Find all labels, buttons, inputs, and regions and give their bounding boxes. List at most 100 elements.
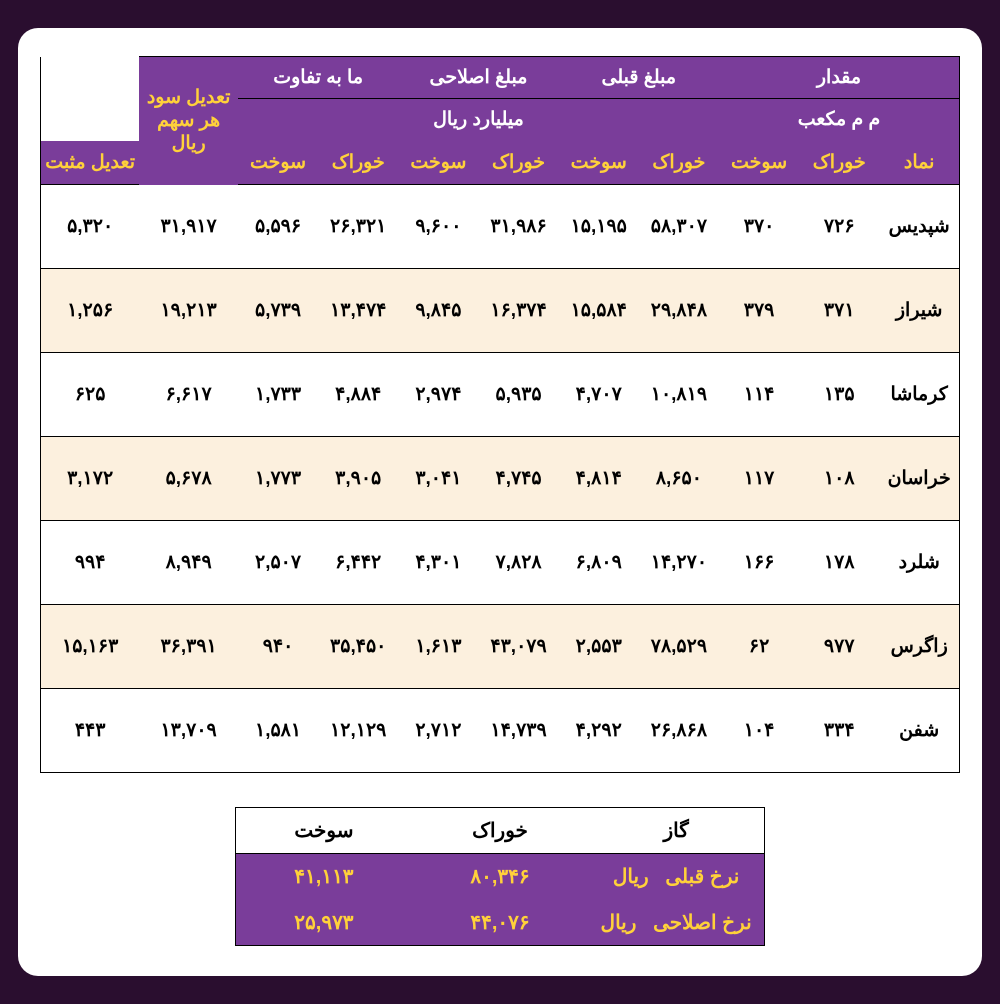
rate-fuel: ۴۱,۱۱۳ (236, 854, 412, 900)
cell: ۱۱۷ (719, 437, 799, 521)
rate-label: نرخ قبلی ریال (588, 854, 764, 900)
table-row: شپدیس۷۲۶۳۷۰۵۸,۳۰۷۱۵,۱۹۵۳۱,۹۸۶۹,۶۰۰۲۶,۳۲۱… (41, 185, 960, 269)
cell: ۱۴,۲۷۰ (639, 521, 719, 605)
col-pfuel: سوخت (559, 141, 639, 185)
cell: ۷,۸۲۸ (478, 521, 558, 605)
unit-riyal: میلیارد ریال (238, 99, 719, 141)
cell: ۳۶,۳۹۱ (139, 605, 238, 689)
cell: ۱۶۶ (719, 521, 799, 605)
cell: ۱۳,۴۷۴ (318, 269, 398, 353)
cell: ۴,۷۰۷ (559, 353, 639, 437)
cell: ۸,۹۴۹ (139, 521, 238, 605)
cell: ۱۶,۳۷۴ (478, 269, 558, 353)
cell: ۹۹۴ (41, 521, 140, 605)
cell: ۱۰۴ (719, 689, 799, 773)
cell: زاگرس (879, 605, 959, 689)
cell: ۵,۳۲۰ (41, 185, 140, 269)
table-row: کرماشا۱۳۵۱۱۴۱۰,۸۱۹۴,۷۰۷۵,۹۳۵۲,۹۷۴۴,۸۸۴۱,… (41, 353, 960, 437)
cell: ۱۳۵ (799, 353, 879, 437)
cell: ۳,۹۰۵ (318, 437, 398, 521)
grp-prev: مبلغ قبلی (559, 57, 719, 99)
rates-tbody: نرخ قبلی ریال۸۰,۳۴۶۴۱,۱۱۳نرخ اصلاحی ریال… (236, 854, 765, 946)
cell: خراسان (879, 437, 959, 521)
cell: ۶۲۵ (41, 353, 140, 437)
cell: ۳۵,۴۵۰ (318, 605, 398, 689)
cell: ۴۴۳ (41, 689, 140, 773)
cell: ۱۵,۱۹۵ (559, 185, 639, 269)
cell: کرماشا (879, 353, 959, 437)
cell: ۳۳۴ (799, 689, 879, 773)
col-symbol: نماد (879, 141, 959, 185)
cell: ۱۰۸ (799, 437, 879, 521)
cell: ۸,۶۵۰ (639, 437, 719, 521)
unit-qty: م م مکعب (719, 99, 960, 141)
cell: ۱۰,۸۱۹ (639, 353, 719, 437)
col-cfeed: خوراک (478, 141, 558, 185)
rates-col-feed: خوراک (412, 808, 588, 854)
rate-fuel: ۲۵,۹۷۳ (236, 900, 412, 946)
cell: ۱۱۴ (719, 353, 799, 437)
cell: ۵۸,۳۰۷ (639, 185, 719, 269)
table-row: شیراز۳۷۱۳۷۹۲۹,۸۴۸۱۵,۵۸۴۱۶,۳۷۴۹,۸۴۵۱۳,۴۷۴… (41, 269, 960, 353)
table-row: خراسان۱۰۸۱۱۷۸,۶۵۰۴,۸۱۴۴,۷۴۵۳,۰۴۱۳,۹۰۵۱,۷… (41, 437, 960, 521)
grp-diff: ما به تفاوت (238, 57, 398, 99)
cell: ۲,۹۷۴ (398, 353, 478, 437)
cell: ۱,۲۵۶ (41, 269, 140, 353)
rate-label: نرخ اصلاحی ریال (588, 900, 764, 946)
cell: ۳۷۹ (719, 269, 799, 353)
col-qfeed: خوراک (799, 141, 879, 185)
cell: ۹۷۷ (799, 605, 879, 689)
cell: ۴,۸۸۴ (318, 353, 398, 437)
rates-wrap: گاز خوراک سوخت نرخ قبلی ریال۸۰,۳۴۶۴۱,۱۱۳… (40, 807, 960, 946)
cell: ۶,۸۰۹ (559, 521, 639, 605)
rate-feed: ۴۴,۰۷۶ (412, 900, 588, 946)
cell: شلرد (879, 521, 959, 605)
cell: ۶,۴۴۲ (318, 521, 398, 605)
cell: ۵,۷۳۹ (238, 269, 318, 353)
cell: شپدیس (879, 185, 959, 269)
cell: ۱۲,۱۲۹ (318, 689, 398, 773)
cell: ۴,۳۰۱ (398, 521, 478, 605)
table-row: شفن۳۳۴۱۰۴۲۶,۸۶۸۴,۲۹۲۱۴,۷۳۹۲,۷۱۲۱۲,۱۲۹۱,۵… (41, 689, 960, 773)
cell: ۵,۶۷۸ (139, 437, 238, 521)
col-dfuel: سوخت (238, 141, 318, 185)
col-cfuel: سوخت (398, 141, 478, 185)
rates-row: نرخ قبلی ریال۸۰,۳۴۶۴۱,۱۱۳ (236, 854, 765, 900)
col-qfuel: سوخت (719, 141, 799, 185)
cell: ۱۷۸ (799, 521, 879, 605)
rates-col-gas: گاز (588, 808, 764, 854)
grp-corrected: مبلغ اصلاحی (398, 57, 558, 99)
cell: ۶۲ (719, 605, 799, 689)
cell: ۴,۷۴۵ (478, 437, 558, 521)
cell: ۳۷۱ (799, 269, 879, 353)
cell: شفن (879, 689, 959, 773)
grp-eps: تعدیل سود هر سهم ریال (139, 57, 238, 185)
cell: ۲۹,۸۴۸ (639, 269, 719, 353)
rates-col-fuel: سوخت (236, 808, 412, 854)
cell: ۴۳,۰۷۹ (478, 605, 558, 689)
cell: ۱۹,۲۱۳ (139, 269, 238, 353)
rates-row: نرخ اصلاحی ریال۴۴,۰۷۶۲۵,۹۷۳ (236, 900, 765, 946)
cell: ۶,۶۱۷ (139, 353, 238, 437)
cell: ۳,۰۴۱ (398, 437, 478, 521)
cell: ۴,۸۱۴ (559, 437, 639, 521)
cell: ۱۳,۷۰۹ (139, 689, 238, 773)
cell: ۷۲۶ (799, 185, 879, 269)
cell: ۱۵,۱۶۳ (41, 605, 140, 689)
cell: ۹۴۰ (238, 605, 318, 689)
main-table: مقدارمبلغ قبلیمبلغ اصلاحیما به تفاوتتعدی… (40, 56, 960, 773)
cell: ۳۱,۹۱۷ (139, 185, 238, 269)
cell: شیراز (879, 269, 959, 353)
cell: ۱۵,۵۸۴ (559, 269, 639, 353)
cell: ۲۶,۳۲۱ (318, 185, 398, 269)
cell: ۲,۵۰۷ (238, 521, 318, 605)
col-dfeed: خوراک (318, 141, 398, 185)
rates-table: گاز خوراک سوخت نرخ قبلی ریال۸۰,۳۴۶۴۱,۱۱۳… (235, 807, 765, 946)
main-tbody: شپدیس۷۲۶۳۷۰۵۸,۳۰۷۱۵,۱۹۵۳۱,۹۸۶۹,۶۰۰۲۶,۳۲۱… (41, 185, 960, 773)
col-pfeed: خوراک (639, 141, 719, 185)
cell: ۱,۷۳۳ (238, 353, 318, 437)
cell: ۲,۵۵۳ (559, 605, 639, 689)
table-row: شلرد۱۷۸۱۶۶۱۴,۲۷۰۶,۸۰۹۷,۸۲۸۴,۳۰۱۶,۴۴۲۲,۵۰… (41, 521, 960, 605)
cell: ۱,۷۷۳ (238, 437, 318, 521)
table-row: زاگرس۹۷۷۶۲۷۸,۵۲۹۲,۵۵۳۴۳,۰۷۹۱,۶۱۳۳۵,۴۵۰۹۴… (41, 605, 960, 689)
